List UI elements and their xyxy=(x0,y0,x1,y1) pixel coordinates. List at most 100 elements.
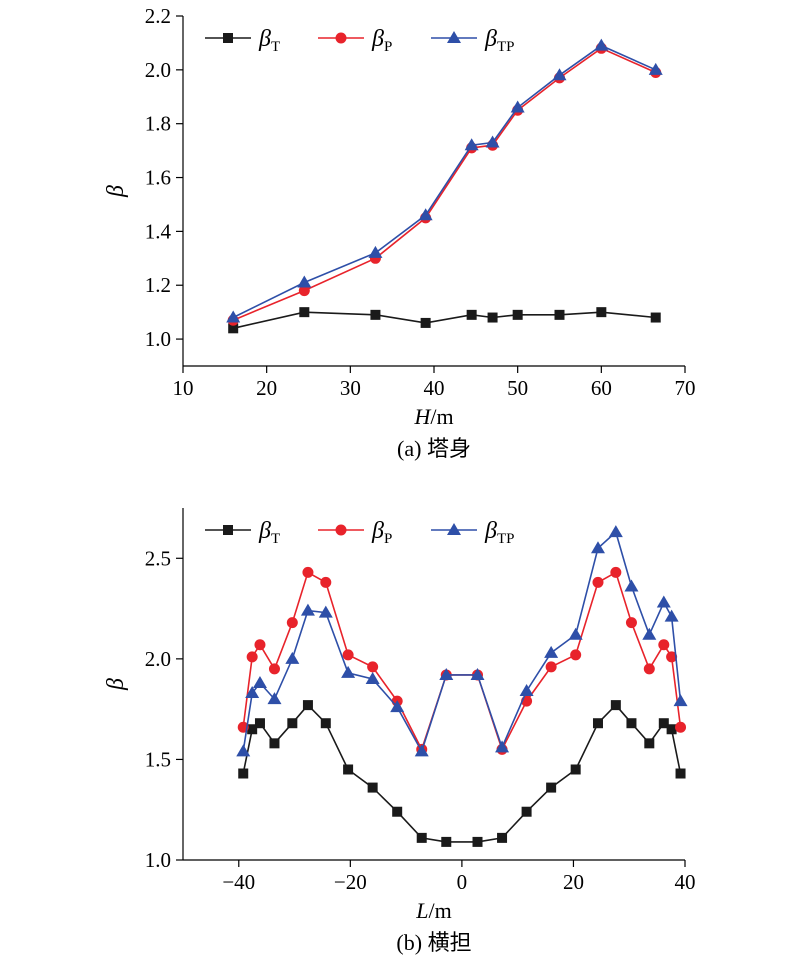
data-point-TP xyxy=(656,595,671,608)
legend-subscript: TP xyxy=(497,39,515,55)
legend-label-P: βP xyxy=(371,518,392,547)
y-tick-label: 1.5 xyxy=(145,747,171,771)
y-tick-label: 1.2 xyxy=(145,273,171,297)
data-point-T xyxy=(367,782,378,793)
data-point-P xyxy=(254,639,266,651)
data-point-P xyxy=(286,617,298,629)
data-point-T xyxy=(554,309,565,320)
data-point-P xyxy=(643,663,655,675)
legend-symbol: β xyxy=(484,26,497,52)
data-point-TP xyxy=(624,579,639,592)
x-tick-label: 60 xyxy=(591,376,612,400)
data-point-TP xyxy=(594,38,609,51)
data-point-T xyxy=(269,738,280,749)
x-tick-label: 40 xyxy=(424,376,445,400)
legend-label-T: βT xyxy=(258,26,280,55)
data-point-T xyxy=(487,312,498,323)
y-tick-label: 1.0 xyxy=(145,327,171,351)
data-point-T xyxy=(570,764,581,775)
y-axis-label: β xyxy=(103,185,129,198)
data-point-T xyxy=(392,806,403,817)
data-point-TP xyxy=(648,62,663,75)
x-tick-label: 30 xyxy=(340,376,361,400)
data-point-P xyxy=(570,649,582,661)
series-T xyxy=(228,307,661,334)
data-point-TP xyxy=(439,667,454,680)
legend-marker-TP xyxy=(447,31,461,43)
data-point-TP xyxy=(252,675,267,688)
x-tick-label: 20 xyxy=(256,376,277,400)
x-axis-label: L/m xyxy=(415,898,451,923)
legend-marker-P xyxy=(335,524,347,536)
data-point-T xyxy=(644,738,655,749)
data-point-T xyxy=(466,309,477,320)
data-point-P xyxy=(302,566,314,578)
data-point-TP xyxy=(510,100,525,113)
data-point-P xyxy=(246,651,258,663)
data-point-TP xyxy=(495,740,510,753)
y-tick-label: 1.4 xyxy=(145,219,172,243)
data-point-TP xyxy=(341,665,356,678)
legend-marker-T xyxy=(223,525,233,535)
x-axis-label-unit: /m xyxy=(429,898,452,923)
data-point-P xyxy=(342,649,354,661)
data-point-TP xyxy=(418,208,433,221)
panel-a-tower-body: 10 20 30 40 50 60 70 1.0 1.2 1.4 1.6 1.8 2.0 2.2 H/m β (… xyxy=(103,4,696,461)
x-tick-label: 40 xyxy=(675,870,696,894)
data-point-T xyxy=(247,724,258,735)
data-point-T xyxy=(370,309,381,320)
legend-subscript: P xyxy=(384,39,392,55)
data-point-TP xyxy=(642,627,657,640)
data-point-T xyxy=(596,307,607,318)
data-point-TP xyxy=(318,605,333,618)
x-tick-label: 10 xyxy=(173,376,194,400)
data-point-TP xyxy=(664,609,679,622)
legend-marker-TP xyxy=(447,523,461,535)
data-point-P xyxy=(658,639,670,651)
x-tick-label: 20 xyxy=(563,870,584,894)
data-point-TP xyxy=(236,744,251,757)
x-axis-label-symbol: L xyxy=(415,898,428,923)
legend-symbol: β xyxy=(371,26,384,52)
data-point-TP xyxy=(544,645,559,658)
legend-label-T: βT xyxy=(258,518,280,547)
series-line-T xyxy=(233,311,656,330)
series-P xyxy=(227,42,662,326)
panel-caption: (a) 塔身 xyxy=(397,436,471,461)
data-point-TP xyxy=(267,692,282,705)
data-point-P xyxy=(592,576,604,588)
data-point-P xyxy=(625,617,637,629)
data-point-TP xyxy=(568,627,583,640)
legend-label-TP: βTP xyxy=(484,518,514,547)
data-point-T xyxy=(521,806,532,817)
data-point-P xyxy=(320,576,332,588)
x-tick-label: −20 xyxy=(334,870,367,894)
data-point-T xyxy=(416,832,427,843)
data-point-TP xyxy=(245,686,260,699)
legend-symbol: β xyxy=(484,518,497,544)
legend-label-TP: βTP xyxy=(484,26,514,55)
data-point-TP xyxy=(226,310,241,323)
series-line-T xyxy=(242,703,682,843)
data-point-T xyxy=(343,764,354,775)
series-line-TP xyxy=(242,530,682,754)
legend-symbol: β xyxy=(258,26,271,52)
data-point-T xyxy=(320,718,331,729)
data-point-T xyxy=(302,700,313,711)
data-point-T xyxy=(592,718,603,729)
x-axis-label-symbol: H xyxy=(413,404,431,429)
legend-symbol: β xyxy=(258,518,271,544)
data-point-T xyxy=(650,312,661,323)
data-point-TP xyxy=(390,700,405,713)
data-point-T xyxy=(666,724,677,735)
y-tick-label: 1.0 xyxy=(145,848,171,872)
legend-label-P: βP xyxy=(371,26,392,55)
x-tick-label: 50 xyxy=(507,376,528,400)
legend-subscript: TP xyxy=(497,531,515,547)
data-point-T xyxy=(675,768,686,779)
data-point-T xyxy=(512,309,523,320)
data-point-T xyxy=(299,307,310,318)
data-point-TP xyxy=(365,671,380,684)
